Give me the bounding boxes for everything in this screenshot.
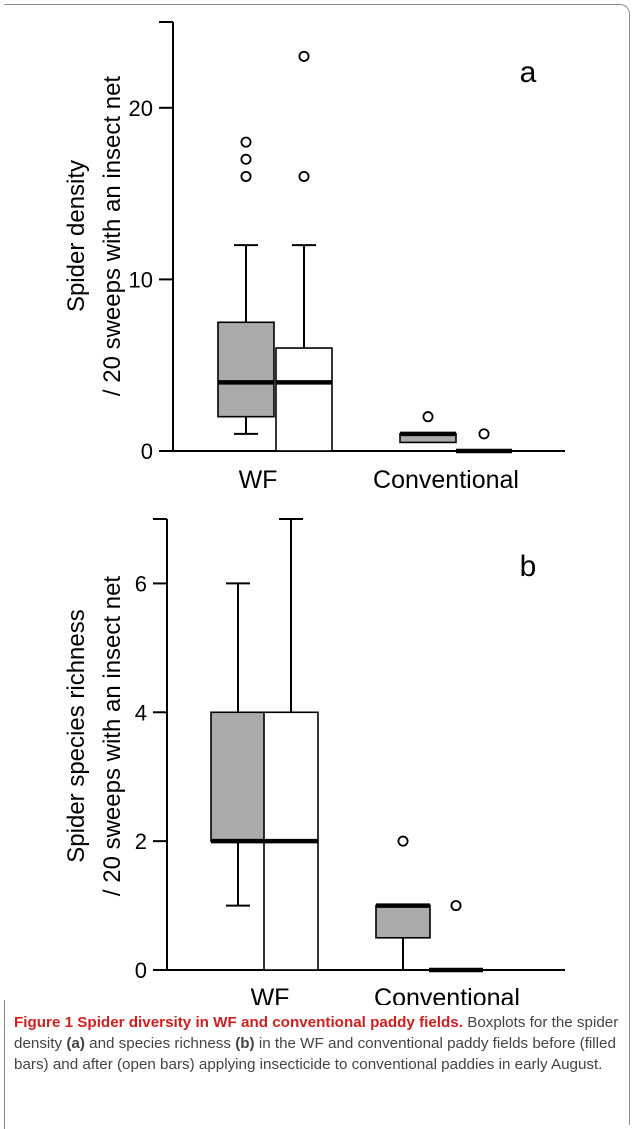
outlier-point <box>450 900 462 912</box>
category-label: WF <box>239 466 278 494</box>
box-body <box>275 347 333 452</box>
panel-a: 0 10 20 Spider density / 20 sweeps with an i… <box>63 21 565 494</box>
caption-ref-a: (a) <box>66 1035 85 1052</box>
outlier-point <box>240 153 252 165</box>
box-conventional-filled <box>399 411 457 444</box>
outlier-point <box>397 835 409 847</box>
y-axis-label-unit: / 20 sweeps with an insect net <box>99 76 126 397</box>
box-body <box>375 904 431 939</box>
box-conventional-open <box>456 428 512 454</box>
y-tick-label: 0 <box>135 958 147 983</box>
y-axis-label-unit: / 20 sweeps with an insect net <box>99 576 126 897</box>
panel-b: 0 2 4 6 Spider species richness / 20 sweeps w… <box>63 518 565 1005</box>
outlier-point <box>240 170 252 182</box>
y-tick-label: 4 <box>135 700 147 725</box>
panel-letter: a <box>520 56 537 89</box>
box-wf-filled <box>217 136 275 435</box>
outlier-point <box>478 428 490 440</box>
y-tick-label: 6 <box>135 571 147 596</box>
caption-text-1: Boxplots for the spider density <box>14 1014 619 1052</box>
y-tick-label: 20 <box>129 96 153 121</box>
outlier-point <box>298 50 310 62</box>
figure-caption: Figure 1 Spider diversity in WF and conv… <box>14 1012 620 1075</box>
caption-text-3: in the WF and conventional paddy fields … <box>14 1035 616 1073</box>
caption-title: Figure 1 Spider diversity in WF and conv… <box>14 1014 463 1031</box>
box-wf-open <box>275 50 333 452</box>
figure-frame <box>4 4 630 1125</box>
y-tick-label: 0 <box>141 439 153 464</box>
box-wf-open <box>263 518 319 971</box>
category-label: Conventional <box>374 984 520 1005</box>
box-conventional-filled <box>375 835 431 971</box>
box-body <box>217 321 275 418</box>
box-wf-filled <box>210 582 266 907</box>
panel-letter: b <box>520 550 537 583</box>
y-tick-label: 2 <box>135 829 147 854</box>
category-label: Conventional <box>373 466 519 494</box>
box-conventional-open <box>429 900 483 973</box>
y-axis-label: Spider density <box>63 160 90 312</box>
y-tick-label: 10 <box>129 267 153 292</box>
caption-text-2: and species richness <box>84 1035 236 1052</box>
outlier-point <box>422 411 434 423</box>
category-label: WF <box>251 984 290 1005</box>
figure-frame-left-edge <box>4 1000 5 1129</box>
outlier-point <box>240 136 252 148</box>
box-body <box>210 711 266 842</box>
caption-ref-b: (b) <box>235 1035 255 1052</box>
y-axis-label: Spider species richness <box>63 609 90 862</box>
outlier-point <box>298 170 310 182</box>
